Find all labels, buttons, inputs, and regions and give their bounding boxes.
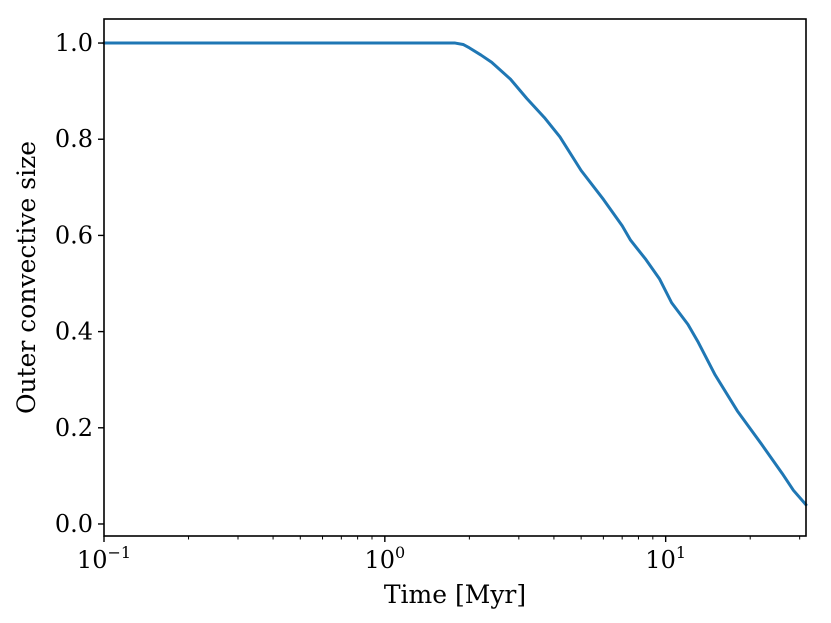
axis-ticks: 0.0 0.2 0.4 0.6 0.8 1.0 10−1 100 101 [55,29,801,574]
plot-area [102,41,808,507]
series-line-0 [102,41,808,507]
x-axis-label: Time [Myr] [384,580,526,609]
x-tick-label: 100 [364,543,405,574]
x-tick-label: 101 [645,543,686,574]
x-tick-label: 10−1 [77,543,131,574]
y-tick-label: 0.8 [55,125,93,153]
y-tick-label: 0.0 [55,510,93,538]
y-axis-label: Outer convective size [12,141,41,414]
y-tick-label: 0.6 [55,221,93,249]
y-tick-label: 1.0 [55,29,93,57]
plot-frame [103,18,807,537]
y-tick-label: 0.4 [55,318,93,346]
y-tick-label: 0.2 [55,414,93,442]
